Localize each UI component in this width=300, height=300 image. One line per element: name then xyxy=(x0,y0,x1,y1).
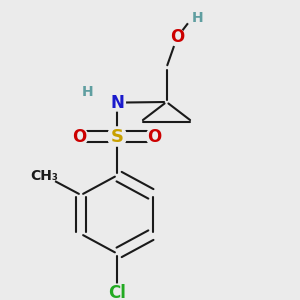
Text: O: O xyxy=(147,128,162,146)
Circle shape xyxy=(109,94,125,111)
Text: Cl: Cl xyxy=(108,284,126,300)
Text: S: S xyxy=(110,128,124,146)
Text: O: O xyxy=(170,28,184,46)
Circle shape xyxy=(71,128,88,145)
Text: H: H xyxy=(192,11,204,25)
Circle shape xyxy=(146,128,163,145)
Circle shape xyxy=(186,12,198,24)
Circle shape xyxy=(169,29,185,46)
Text: H: H xyxy=(81,85,93,99)
Circle shape xyxy=(87,86,99,98)
Circle shape xyxy=(109,284,125,300)
Text: CH₃: CH₃ xyxy=(31,169,58,182)
Circle shape xyxy=(107,127,127,146)
Text: O: O xyxy=(72,128,87,146)
Text: N: N xyxy=(110,94,124,112)
Circle shape xyxy=(33,164,56,187)
